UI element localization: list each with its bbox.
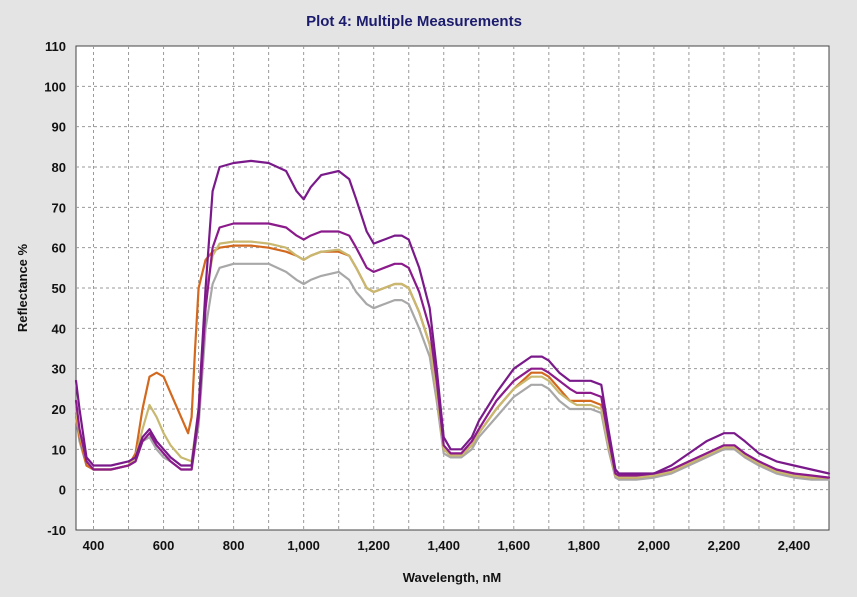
y-tick-label: -10 [47, 523, 66, 538]
x-tick-label: 2,400 [778, 538, 811, 553]
x-tick-label: 600 [153, 538, 175, 553]
y-axis-label: Reflectance % [15, 243, 30, 332]
y-tick-label: 60 [52, 241, 66, 256]
tick-labels: 400 600 800 1,000 1,200 1,400 1,600 1,800 2,000 2… [44, 39, 810, 553]
y-tick-label: 90 [52, 120, 66, 135]
y-tick-label: 80 [52, 160, 66, 175]
y-tick-label: 100 [44, 79, 66, 94]
y-tick-label: 0 [59, 483, 66, 498]
x-tick-label: 800 [223, 538, 245, 553]
chart-title: Plot 4: Multiple Measurements [306, 13, 522, 30]
x-tick-label: 1,400 [427, 538, 460, 553]
y-tick-label: 20 [52, 402, 66, 417]
y-tick-label: 40 [52, 321, 66, 336]
x-tick-label: 1,800 [568, 538, 601, 553]
y-tick-label: 70 [52, 200, 66, 215]
x-tick-label: 1,200 [357, 538, 390, 553]
x-tick-label: 400 [83, 538, 105, 553]
y-tick-label: 30 [52, 362, 66, 377]
x-tick-label: 2,000 [638, 538, 671, 553]
y-tick-label: 10 [52, 442, 66, 457]
y-tick-label: 110 [45, 39, 66, 54]
y-tick-label: 50 [52, 281, 66, 296]
series-line-1 [74, 159, 831, 475]
x-tick-label: 1,000 [287, 538, 320, 553]
x-axis-label: Wavelength, nM [403, 570, 501, 585]
series-line-3 [74, 240, 831, 479]
x-tick-label: 2,200 [708, 538, 741, 553]
x-tick-label: 1,600 [498, 538, 531, 553]
series-layer [74, 159, 831, 481]
